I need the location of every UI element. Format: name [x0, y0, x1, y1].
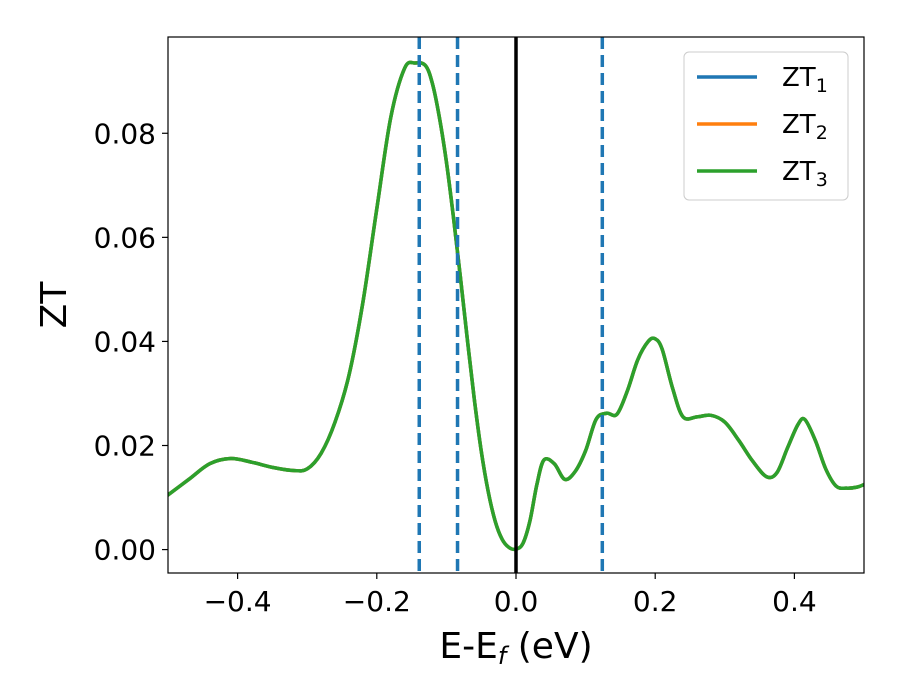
legend: ZT1 ZT2 ZT3 — [683, 51, 849, 201]
y-tick-label: 0.00 — [94, 534, 156, 567]
y-tick-label: 0.04 — [94, 325, 156, 358]
y-tick-label: 0.06 — [94, 221, 156, 254]
x-tick-label: −0.2 — [343, 585, 411, 618]
x-tick-label: −0.4 — [204, 585, 272, 618]
legend-label-1: ZT1 — [782, 63, 828, 97]
y-axis-label: ZT — [34, 281, 75, 329]
x-tick-label: 0.2 — [633, 585, 678, 618]
x-axis-label: E-Ef (eV) — [439, 626, 592, 670]
legend-label-2: ZT2 — [782, 110, 828, 144]
y-axis: 0.00 0.02 0.04 0.06 0.08 — [94, 117, 168, 567]
plot-area — [168, 37, 864, 573]
x-axis-label-main: E-E — [439, 626, 497, 667]
series-line-3 — [168, 60, 864, 552]
legend-label-3: ZT3 — [782, 157, 828, 191]
x-axis-label-unit: (eV) — [506, 626, 592, 667]
legend-box — [683, 51, 849, 201]
x-tick-label: 0.0 — [494, 585, 539, 618]
x-axis: −0.4 −0.2 0.0 0.2 0.4 — [204, 573, 817, 618]
y-tick-label: 0.02 — [94, 430, 156, 463]
y-tick-label: 0.08 — [94, 117, 156, 150]
x-tick-label: 0.4 — [772, 585, 817, 618]
